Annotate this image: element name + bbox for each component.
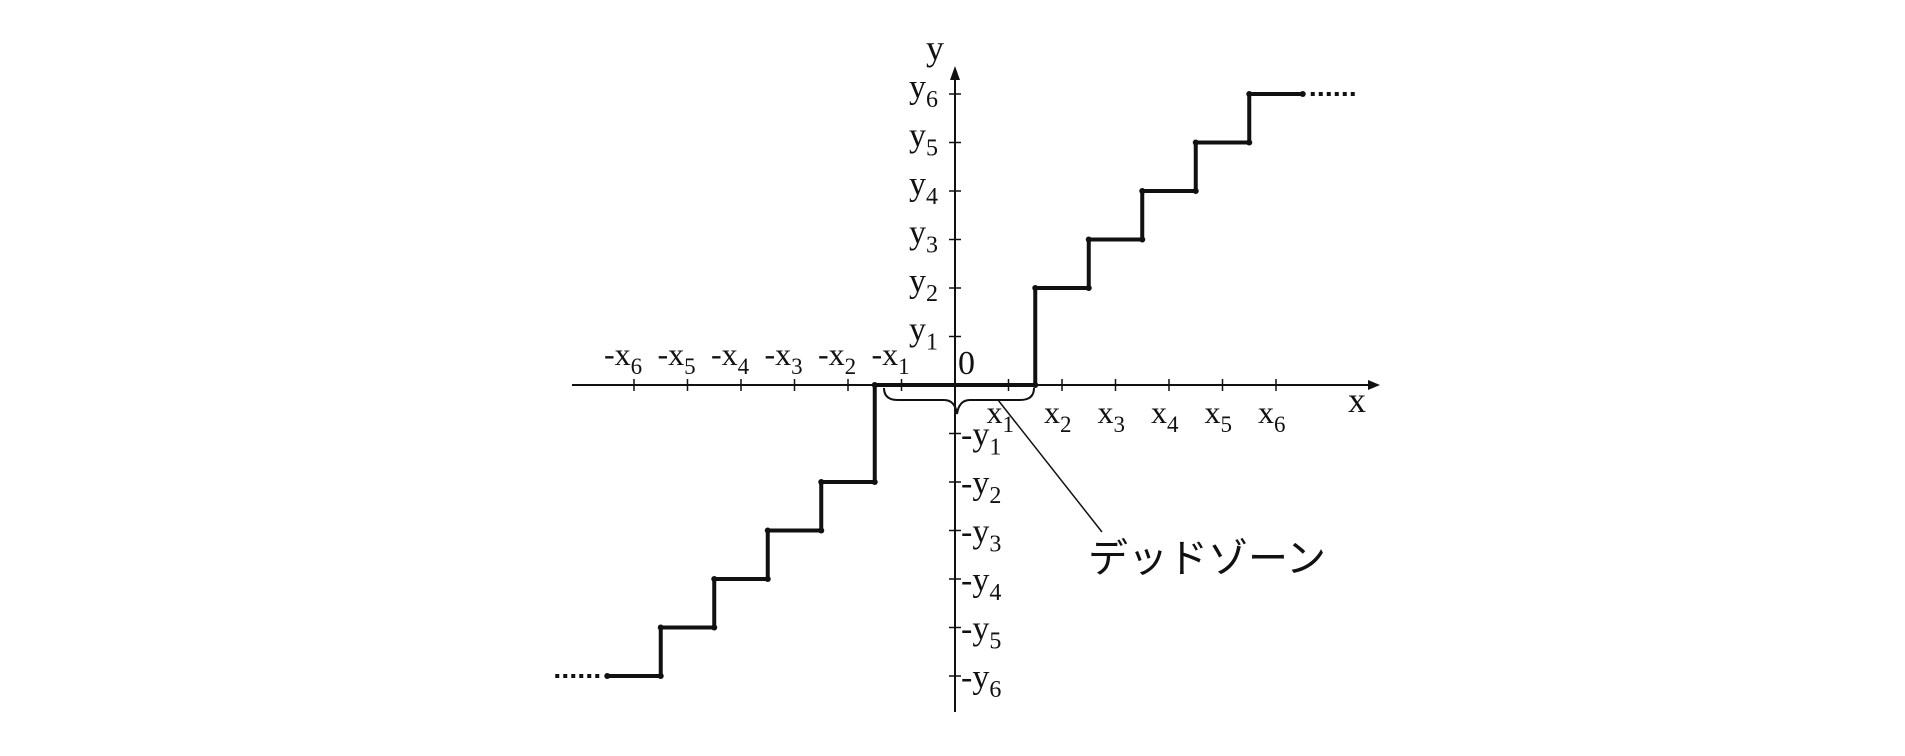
y-tick-label: y1 [909, 312, 938, 356]
step-corner-dot [711, 576, 718, 582]
y-tick-label: y4 [909, 166, 938, 210]
neg-y-tick-label: -y3 [961, 514, 1001, 558]
y-tick-label: y6 [909, 69, 938, 113]
neg-y-tick-label: -y5 [961, 611, 1001, 655]
step-corner-dot [1299, 91, 1306, 97]
step-corner-dot [1246, 139, 1253, 146]
y-tick-label: y3 [909, 215, 938, 259]
neg-x-tick-label: -x5 [658, 336, 696, 379]
staircase-curve [555, 91, 1355, 679]
x-tick-label: x2 [1044, 394, 1072, 437]
neg-y-tick-label: -y6 [961, 659, 1001, 703]
step-corner-dot [818, 479, 825, 485]
step-corner-dot [711, 624, 718, 631]
step-corner-dot [818, 527, 825, 534]
step-corner-dot [1032, 382, 1039, 388]
step-corner-dot [1192, 139, 1199, 146]
y-tick-label: y5 [909, 118, 938, 162]
neg-x-tick-label: -x6 [604, 336, 642, 379]
x-tick-label: x5 [1205, 394, 1233, 437]
neg-x-tick-label: -x2 [818, 336, 856, 379]
step-corner-dot [1192, 188, 1199, 194]
origin-label: 0 [958, 345, 975, 382]
step-corner-dot [604, 673, 611, 679]
step-corner-dot [1085, 285, 1092, 291]
x-tick-label: x3 [1098, 394, 1126, 437]
x-tick-label: x6 [1258, 394, 1286, 437]
y-axis-label: y [926, 28, 944, 68]
dead-zone-leader-line [997, 399, 1103, 533]
dead-zone-brace [883, 387, 1035, 415]
step-corner-dot [764, 576, 771, 582]
step-corner-dot [871, 479, 878, 485]
tick-marks [633, 93, 1277, 677]
step-corner-dot [1246, 91, 1253, 97]
step-corner-dot [764, 527, 771, 534]
step-corner-dot [1139, 188, 1146, 194]
neg-y-tick-label: -y2 [961, 465, 1001, 509]
x-axis-arrowhead [1368, 380, 1380, 390]
step-corner-dot [657, 624, 664, 631]
dead-zone-label: デッドゾーン [1088, 536, 1326, 582]
neg-x-tick-label: -x3 [765, 336, 803, 379]
step-corner-dot [1139, 236, 1146, 243]
y-axis-arrowhead [950, 66, 960, 80]
step-corner-dot [1085, 236, 1092, 243]
step-corner-dot [657, 673, 664, 679]
neg-x-tick-label: -x1 [872, 336, 910, 379]
y-tick-label: y2 [909, 263, 938, 307]
neg-x-tick-label: -x4 [711, 336, 750, 379]
step-corner-dot [1032, 285, 1039, 291]
x-tick-label: x4 [1151, 394, 1179, 437]
x-axis-label: x [1348, 380, 1366, 420]
staircase-line [607, 92, 1303, 678]
step-corner-dot [871, 382, 878, 388]
neg-y-tick-label: -y4 [961, 562, 1001, 606]
